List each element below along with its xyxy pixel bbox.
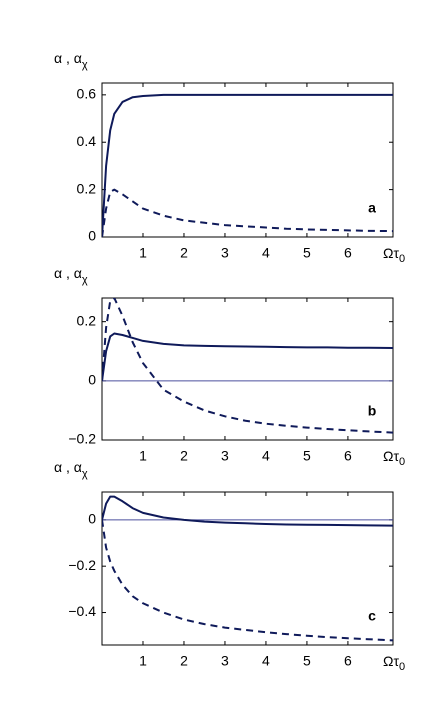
- x-tick-label: 3: [221, 448, 229, 464]
- y-axis-label: α , αχ: [54, 459, 88, 480]
- x-tick-label: 1: [139, 448, 147, 464]
- y-axis-label-sub: χ: [82, 468, 88, 480]
- x-axis-label: Ωτ0: [383, 653, 405, 673]
- series-line: [102, 93, 393, 237]
- series-line: [102, 495, 393, 527]
- x-tick-label: 6: [344, 653, 352, 669]
- x-tick-label: 5: [303, 448, 311, 464]
- y-tick-label: 0: [88, 228, 96, 244]
- y-tick-label: −0.2: [68, 557, 96, 573]
- x-tick-label: 6: [344, 245, 352, 261]
- x-axis-label-main: Ωτ: [383, 245, 399, 261]
- x-tick-label: 3: [221, 653, 229, 669]
- series-line: [102, 519, 393, 642]
- y-tick-label: 0.6: [77, 86, 97, 102]
- y-axis-label-main: α , α: [54, 459, 82, 475]
- x-tick-label: 3: [221, 245, 229, 261]
- x-tick-label: 2: [180, 653, 188, 669]
- plot-frame: [101, 491, 394, 646]
- series-line: [102, 298, 393, 434]
- x-axis-label-sub: 0: [399, 253, 405, 265]
- x-tick-label: 2: [180, 448, 188, 464]
- y-axis-label-main: α , α: [54, 50, 82, 66]
- x-tick-label: 5: [303, 245, 311, 261]
- y-tick-label: 0: [88, 372, 96, 388]
- x-tick-label: 1: [139, 245, 147, 261]
- panel-label: a: [368, 200, 376, 216]
- y-tick-label: 0: [88, 511, 96, 527]
- panel-label: b: [368, 403, 377, 419]
- x-axis-label: Ωτ0: [383, 245, 405, 265]
- y-tick-label: 0.4: [77, 133, 97, 149]
- y-tick-label: 0.2: [77, 312, 97, 328]
- x-axis-label-sub: 0: [399, 456, 405, 468]
- x-axis-label-sub: 0: [399, 661, 405, 673]
- x-tick-label: 2: [180, 245, 188, 261]
- series-line: [102, 188, 393, 237]
- x-tick-label: 5: [303, 653, 311, 669]
- y-axis-label: α , αχ: [54, 265, 88, 286]
- x-axis-label-main: Ωτ: [383, 653, 399, 669]
- x-axis-label-main: Ωτ: [383, 448, 399, 464]
- x-tick-label: 1: [139, 653, 147, 669]
- panel-label: c: [368, 608, 376, 624]
- y-tick-label: −0.4: [68, 603, 96, 619]
- y-tick-label: 0.2: [77, 180, 97, 196]
- x-tick-label: 4: [262, 653, 270, 669]
- y-axis-label-sub: χ: [82, 59, 88, 71]
- x-tick-label: 6: [344, 448, 352, 464]
- x-tick-label: 4: [262, 245, 270, 261]
- y-axis-label-sub: χ: [82, 274, 88, 286]
- y-axis-label: α , αχ: [54, 50, 88, 71]
- y-axis-label-main: α , α: [54, 265, 82, 281]
- plot-frame: [101, 82, 394, 238]
- y-tick-label: −0.2: [68, 431, 96, 447]
- series-line: [102, 332, 393, 381]
- x-axis-label: Ωτ0: [383, 448, 405, 468]
- plot-frame: [101, 297, 394, 441]
- x-tick-label: 4: [262, 448, 270, 464]
